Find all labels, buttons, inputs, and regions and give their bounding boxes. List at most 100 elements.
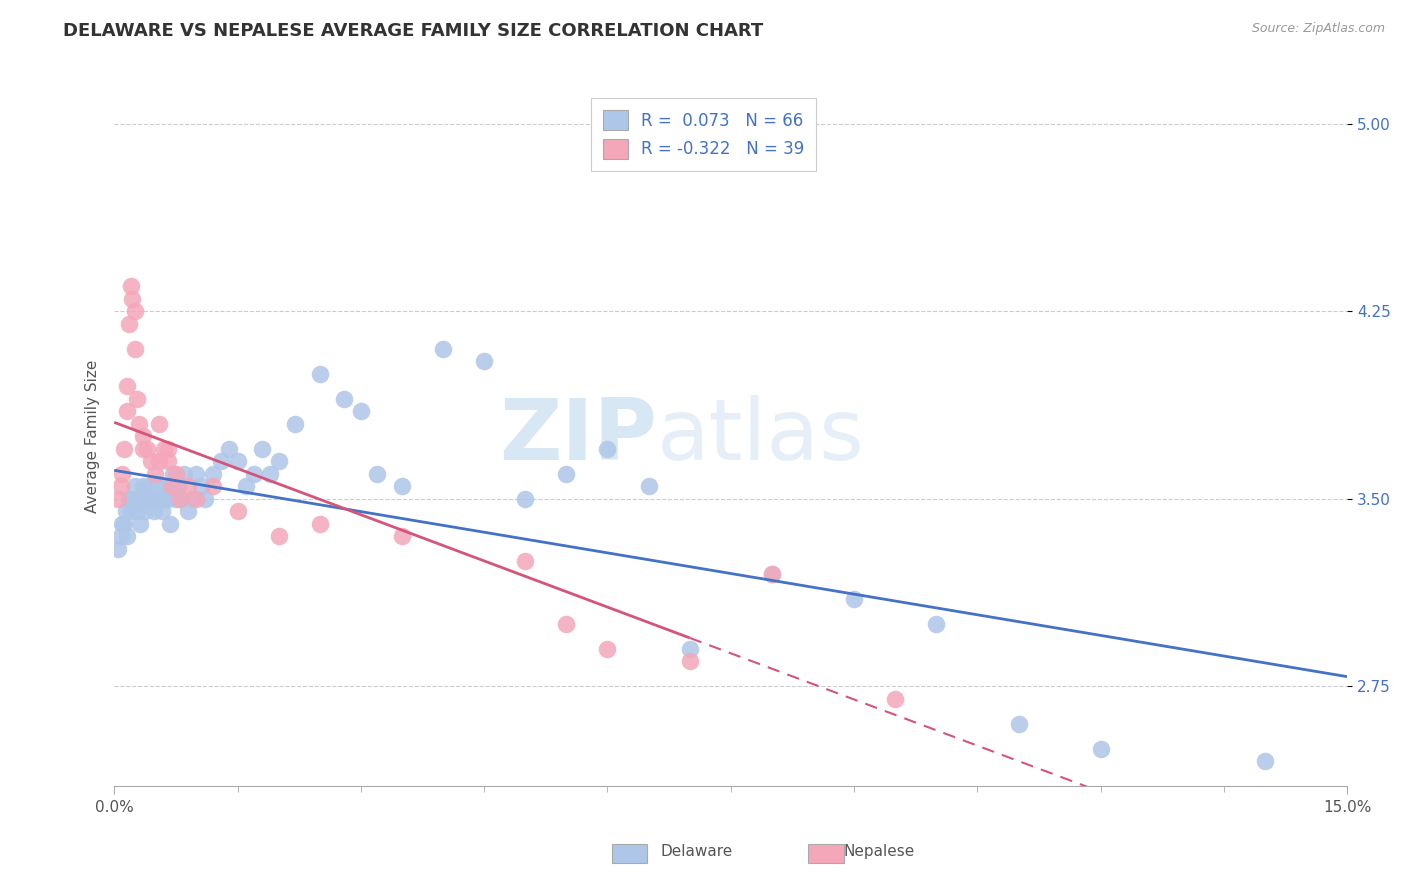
Point (173, 467, 195, 481)
Point (112, 442, 135, 456)
Point (110, 529, 132, 543)
Point (124, 304, 146, 318)
Point (107, 541, 129, 556)
Point (127, 392, 149, 406)
Point (114, 504, 136, 518)
Point (169, 491, 191, 506)
Point (120, 279, 142, 293)
Point (112, 516, 135, 531)
Point (150, 504, 173, 518)
Point (1254, 755, 1277, 769)
Point (141, 454, 163, 468)
Point (201, 467, 224, 481)
Point (181, 491, 204, 506)
Point (132, 442, 155, 456)
Point (148, 454, 170, 468)
Point (169, 491, 191, 506)
Point (391, 479, 413, 493)
Point (235, 479, 257, 493)
Point (138, 479, 160, 493)
Point (153, 479, 176, 493)
Point (209, 454, 232, 468)
Point (152, 442, 174, 456)
Point (267, 529, 290, 543)
Point (148, 491, 170, 506)
Point (132, 479, 155, 493)
Y-axis label: Average Family Size: Average Family Size (86, 359, 100, 513)
Point (201, 479, 224, 493)
Point (146, 479, 169, 493)
Point (111, 516, 134, 531)
Point (679, 654, 702, 668)
Point (333, 392, 356, 406)
Point (143, 491, 166, 506)
Text: atlas: atlas (657, 395, 865, 478)
Point (472, 354, 495, 368)
Point (115, 379, 138, 393)
Point (107, 491, 129, 506)
Point (156, 491, 179, 506)
Point (515, 554, 537, 568)
Point (555, 467, 578, 481)
Point (132, 429, 155, 443)
Point (226, 504, 249, 518)
Point (679, 641, 702, 656)
Point (243, 467, 266, 481)
Point (186, 491, 208, 506)
Point (432, 342, 454, 356)
Text: Nepalese: Nepalese (844, 845, 915, 859)
Point (160, 479, 183, 493)
Point (162, 467, 184, 481)
Point (159, 516, 181, 531)
Point (250, 442, 273, 456)
Point (308, 516, 330, 531)
Point (134, 504, 156, 518)
Point (142, 504, 165, 518)
Point (136, 442, 159, 456)
Point (120, 504, 142, 518)
Point (1090, 742, 1112, 756)
Legend: R =  0.073   N = 66, R = -0.322   N = 39: R = 0.073 N = 66, R = -0.322 N = 39 (591, 98, 815, 170)
Point (127, 504, 149, 518)
Point (391, 529, 413, 543)
Text: Source: ZipAtlas.com: Source: ZipAtlas.com (1251, 22, 1385, 36)
Point (884, 691, 907, 706)
Point (115, 529, 138, 543)
Point (156, 442, 179, 456)
Point (761, 566, 783, 581)
Point (152, 491, 174, 506)
Point (761, 566, 783, 581)
Point (177, 479, 200, 493)
Point (284, 417, 307, 431)
Point (218, 442, 240, 456)
Point (925, 616, 948, 631)
Point (1007, 717, 1029, 731)
Point (596, 641, 619, 656)
Text: DELAWARE VS NEPALESE AVERAGE FAMILY SIZE CORRELATION CHART: DELAWARE VS NEPALESE AVERAGE FAMILY SIZE… (63, 22, 763, 40)
Text: Delaware: Delaware (661, 845, 733, 859)
Point (366, 467, 388, 481)
Point (115, 404, 138, 418)
Point (121, 292, 143, 306)
Point (226, 454, 249, 468)
Point (160, 479, 183, 493)
Point (190, 479, 212, 493)
Point (308, 367, 330, 381)
Point (177, 504, 200, 518)
Point (637, 479, 659, 493)
Point (124, 479, 146, 493)
Point (128, 417, 150, 431)
Text: ZIP: ZIP (499, 395, 657, 478)
Point (165, 467, 187, 481)
Point (110, 479, 132, 493)
Point (596, 442, 619, 456)
Point (194, 491, 217, 506)
Point (186, 467, 208, 481)
Point (111, 467, 134, 481)
Point (515, 491, 537, 506)
Point (129, 516, 152, 531)
Point (124, 342, 146, 356)
Point (121, 491, 143, 506)
Point (167, 479, 190, 493)
Point (267, 454, 290, 468)
